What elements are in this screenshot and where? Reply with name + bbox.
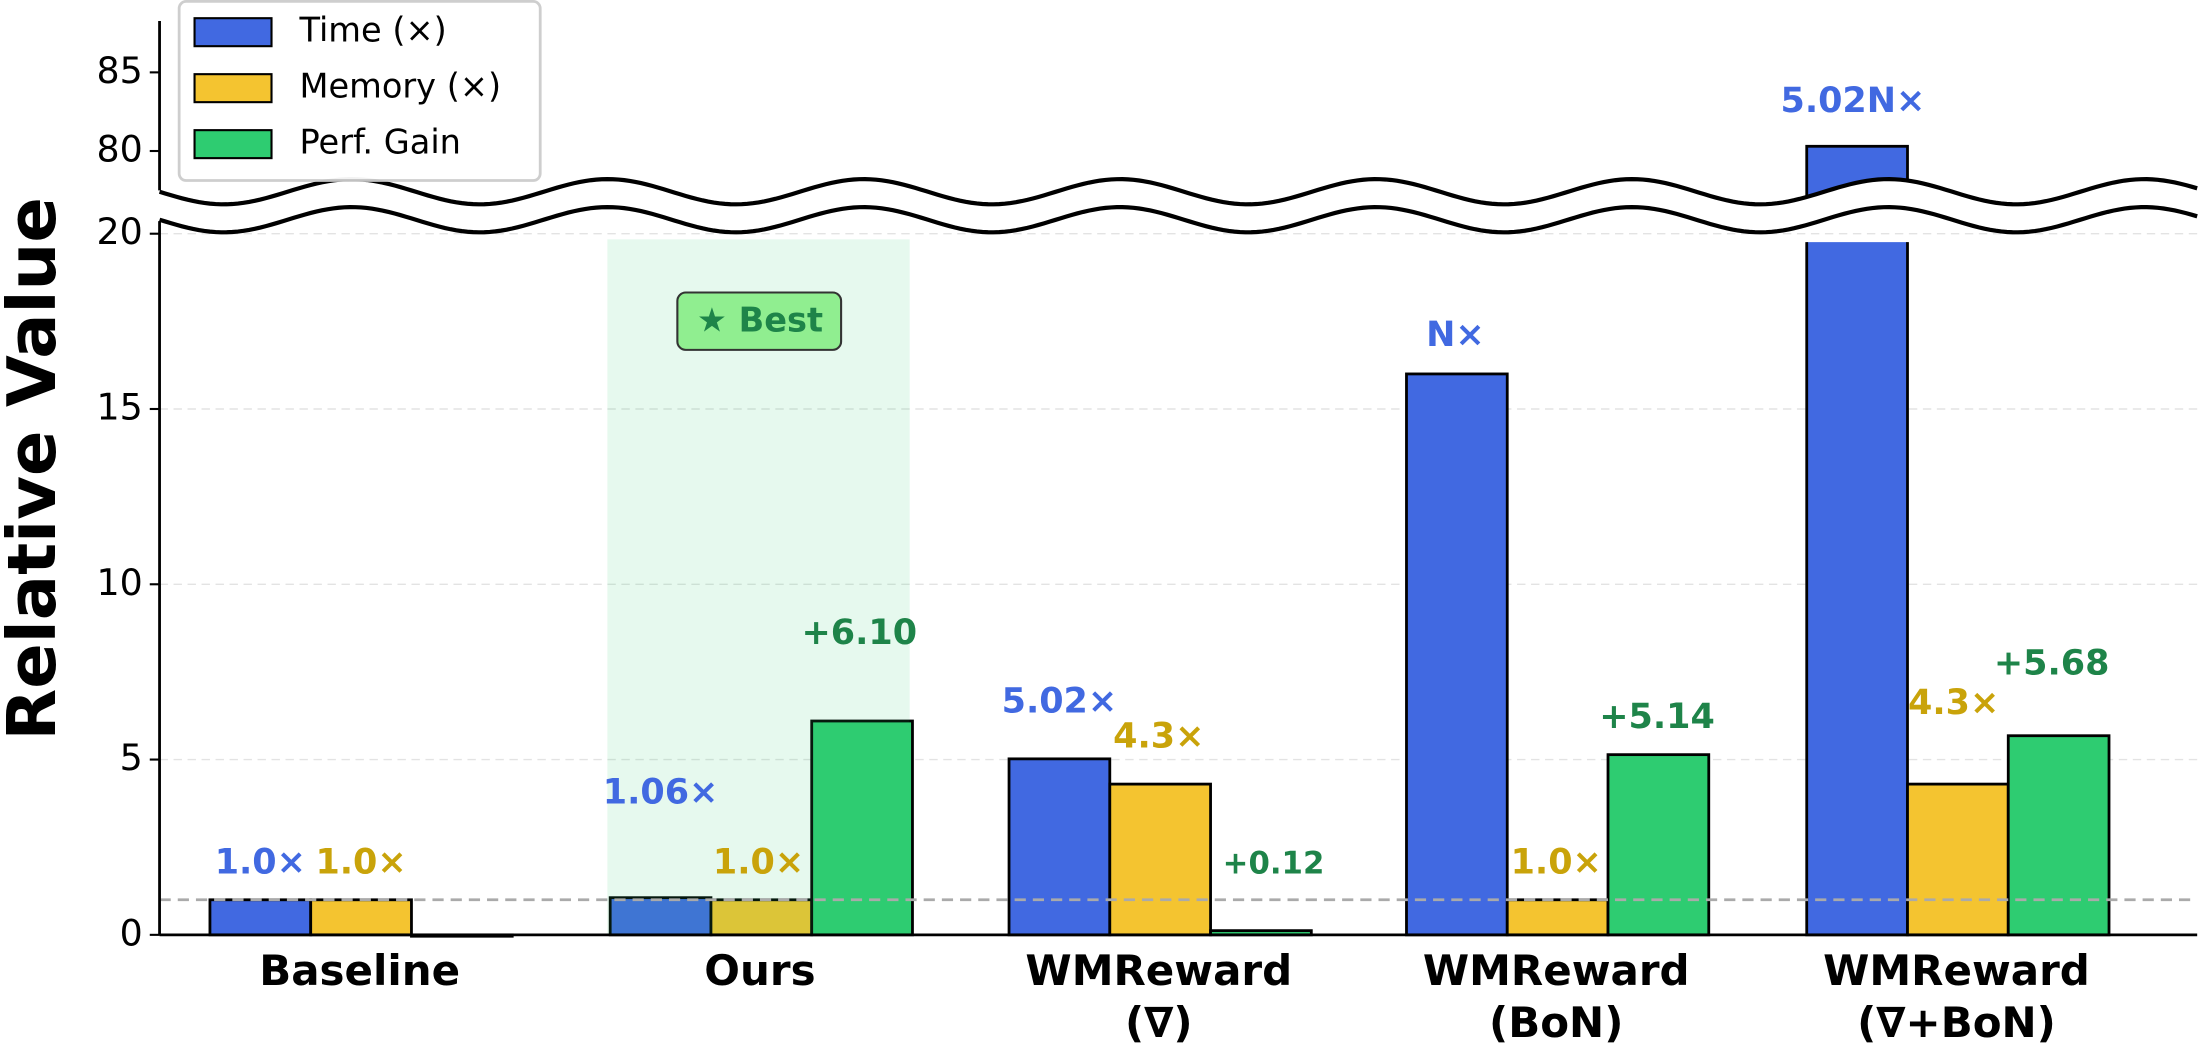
x-tick-holder: Ours [704,947,816,997]
y-axis-label: Relative Value [0,197,71,740]
value-label: +6.10 [802,613,918,653]
x-tick-label: WMReward (∇) [1025,947,1293,1049]
x-tick-holder: WMReward (∇) [1025,947,1293,1049]
y-tick-label: 15 [96,385,142,428]
bar [1108,782,1212,937]
value-label: 4.3× [1113,717,1204,757]
x-tick-label: Baseline [259,947,461,997]
value-label: N× [1426,315,1485,355]
lower-plot [208,242,2111,938]
y-tick-label: 20 [96,210,142,253]
x-tick-holder: WMReward (BoN) [1422,947,1690,1049]
legend-label: Perf. Gain [300,123,461,162]
value-label: 1.06× [603,772,719,812]
bar [1505,898,1610,937]
x-tick-label: Ours [704,947,816,997]
legend-swatch [193,73,273,104]
bar [1007,757,1112,937]
value-label: 5.02× [1002,682,1118,722]
y-tick-label: 80 [96,128,142,171]
value-label: 4.3× [1908,683,1999,723]
x-tick-holder: Baseline [259,947,461,997]
bar [309,898,413,937]
legend-swatch [193,17,273,48]
break-line [158,177,2198,207]
x-tick-holder: WMReward (∇+BoN) [1823,947,2090,1049]
value-label: 1.0× [713,842,804,882]
y-tick-label: 5 [120,736,143,779]
highlight-badge [676,291,843,351]
value-label: +0.12 [1223,845,1325,881]
break-line [158,205,2198,235]
bar [1906,782,2010,937]
highlight-band [607,239,910,935]
y-tick-label: 0 [120,911,143,954]
legend-label: Memory (×) [300,67,502,106]
bar [1606,753,1711,937]
bar [1405,372,1509,937]
legend-label: Time (×) [299,11,447,50]
value-label: +5.68 [1994,644,2110,684]
value-label: 1.0× [315,842,406,882]
x-tick-label: WMReward (∇+BoN) [1823,947,2090,1049]
x-tick-label: WMReward (BoN) [1422,947,1690,1049]
value-label: 1.0× [1511,842,1602,882]
bar [2006,734,2111,937]
highlight-label: ★ Best [697,300,823,339]
y-tick-label: 85 [96,49,142,92]
bar [208,898,313,937]
legend-swatch [193,129,273,160]
value-label: 1.0× [215,842,306,882]
value-label: 5.02N× [1780,81,1925,121]
y-tick-label: 10 [96,561,142,604]
value-label: +5.14 [1599,697,1715,737]
bar [1805,242,1909,937]
